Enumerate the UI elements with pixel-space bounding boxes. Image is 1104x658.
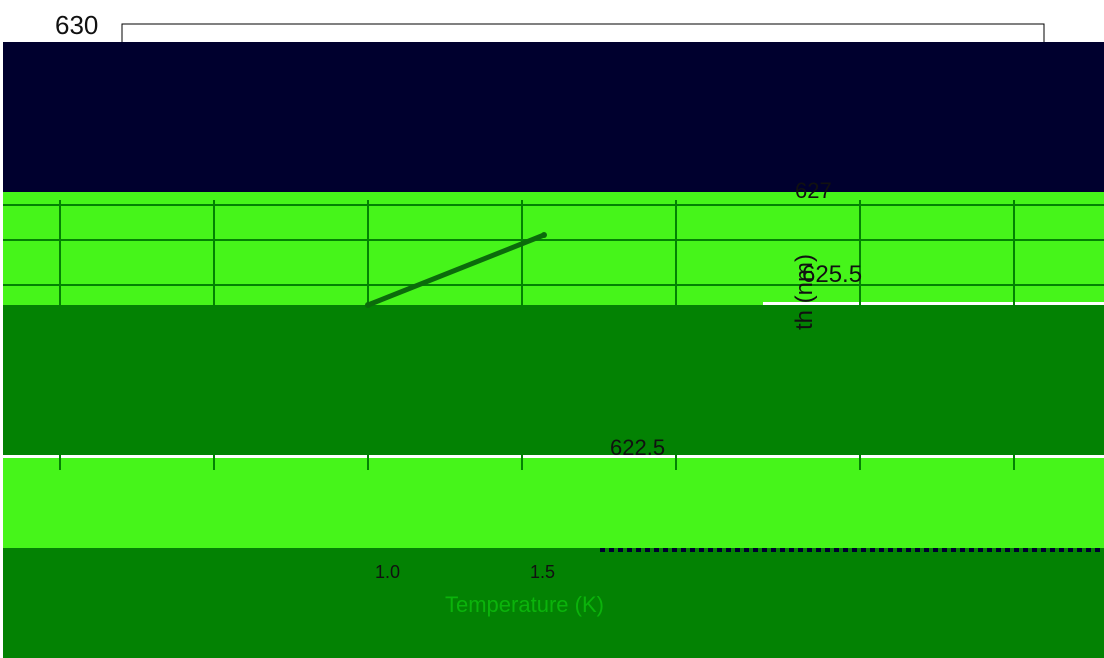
y-tick-label-630: 630 xyxy=(55,10,98,40)
dotted-mark xyxy=(1050,548,1055,552)
dotted-mark xyxy=(681,548,686,552)
dotted-mark xyxy=(960,548,965,552)
dotted-mark xyxy=(753,548,758,552)
dotted-mark xyxy=(780,548,785,552)
series-point-0 xyxy=(365,302,371,308)
dotted-mark xyxy=(744,548,749,552)
series-point-1 xyxy=(541,232,547,238)
y-tick-label-625-5: 625.5 xyxy=(802,261,862,288)
dotted-mark xyxy=(870,548,875,552)
dotted-mark xyxy=(636,548,641,552)
dotted-mark xyxy=(699,548,704,552)
dotted-mark xyxy=(879,548,884,552)
dotted-mark xyxy=(690,548,695,552)
dotted-mark xyxy=(771,548,776,552)
dotted-mark xyxy=(942,548,947,552)
dotted-mark xyxy=(924,548,929,552)
dotted-mark xyxy=(1032,548,1037,552)
dotted-mark xyxy=(1041,548,1046,552)
dotted-mark xyxy=(789,548,794,552)
dotted-mark xyxy=(969,548,974,552)
dotted-mark xyxy=(951,548,956,552)
dotted-mark xyxy=(645,548,650,552)
dotted-mark xyxy=(852,548,857,552)
dotted-mark xyxy=(978,548,983,552)
dotted-mark xyxy=(861,548,866,552)
y-axis-label-fragment: th (nm) xyxy=(791,254,818,330)
dotted-mark xyxy=(807,548,812,552)
dotted-mark xyxy=(609,548,614,552)
dotted-mark xyxy=(672,548,677,552)
dark-green-block xyxy=(3,305,1104,455)
dotted-mark xyxy=(654,548,659,552)
dotted-mark xyxy=(843,548,848,552)
upper-mid-band xyxy=(3,242,763,307)
dotted-mark xyxy=(834,548,839,552)
bottom-dark-band xyxy=(3,548,1104,658)
dotted-mark xyxy=(798,548,803,552)
dotted-row xyxy=(600,548,1100,552)
dotted-mark xyxy=(1095,548,1100,552)
dotted-mark xyxy=(663,548,668,552)
top-strip xyxy=(0,0,1104,42)
x-tick-label-1-0: 1.0 xyxy=(375,562,400,582)
dotted-mark xyxy=(726,548,731,552)
dotted-mark xyxy=(1005,548,1010,552)
dotted-mark xyxy=(1059,548,1064,552)
dotted-mark xyxy=(933,548,938,552)
series-points xyxy=(365,232,547,308)
dotted-mark xyxy=(1023,548,1028,552)
dotted-mark xyxy=(996,548,1001,552)
dotted-mark xyxy=(717,548,722,552)
dotted-mark xyxy=(897,548,902,552)
y-tick-label-627: 627 xyxy=(795,178,832,203)
dotted-mark xyxy=(762,548,767,552)
x-tick-label-1-5: 1.5 xyxy=(530,562,555,582)
dotted-mark xyxy=(627,548,632,552)
x-axis-label-fragment: Temperature (K) xyxy=(445,592,604,617)
series-line xyxy=(367,232,545,308)
dotted-mark xyxy=(735,548,740,552)
dotted-mark xyxy=(906,548,911,552)
right-bright-block xyxy=(730,192,1104,302)
dotted-mark xyxy=(915,548,920,552)
dotted-mark xyxy=(708,548,713,552)
lower-bright-band xyxy=(3,458,1104,548)
dotted-mark xyxy=(1014,548,1019,552)
dotted-mark xyxy=(888,548,893,552)
y-tick-label-622-5: 622.5 xyxy=(610,435,665,460)
dotted-mark xyxy=(1086,548,1091,552)
dotted-mark xyxy=(618,548,623,552)
dotted-mark xyxy=(816,548,821,552)
dotted-mark xyxy=(600,548,605,552)
dotted-mark xyxy=(1068,548,1073,552)
dotted-mark xyxy=(1077,548,1082,552)
dotted-mark xyxy=(987,548,992,552)
dotted-mark xyxy=(825,548,830,552)
navy-band xyxy=(3,42,1104,192)
